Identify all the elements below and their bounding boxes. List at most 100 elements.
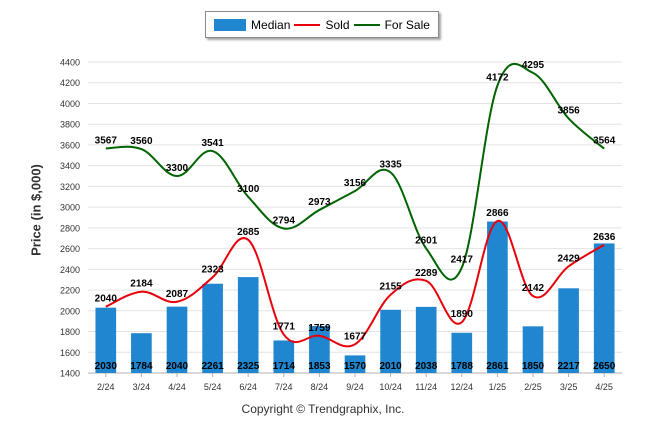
median-bar <box>237 277 259 373</box>
forsale-line <box>105 62 605 281</box>
legend: Median Sold For Sale <box>205 11 439 38</box>
x-tick-label: 10/24 <box>379 382 402 392</box>
sold-data-label: 2184 <box>130 279 153 290</box>
sold-data-label: 2685 <box>237 227 260 238</box>
forsale-data-label: 3335 <box>379 159 402 170</box>
y-tick-label: 4400 <box>60 58 80 68</box>
y-tick-label: 2800 <box>60 223 80 233</box>
median-bar <box>487 221 508 373</box>
forsale-data-label: 3541 <box>201 138 224 149</box>
sold-data-label: 2155 <box>379 282 402 293</box>
sold-data-label: 2323 <box>201 264 224 275</box>
y-tick-label: 3800 <box>60 120 80 130</box>
median-data-label: 1784 <box>130 361 153 372</box>
y-tick-label: 3600 <box>60 140 80 150</box>
median-bar <box>451 332 473 373</box>
x-tick-label: 6/24 <box>239 382 257 392</box>
y-tick-label: 2000 <box>60 306 80 316</box>
median-data-label: 1788 <box>451 361 474 372</box>
forsale-data-label: 3564 <box>593 136 616 147</box>
median-data-label: 1714 <box>273 361 296 372</box>
legend-item-forsale[interactable]: For Sale <box>353 17 430 32</box>
legend-item-median[interactable]: Median <box>214 18 290 32</box>
median-swatch <box>214 18 247 31</box>
y-tick-label: 4000 <box>60 99 80 109</box>
forsale-data-label: 3856 <box>557 105 580 116</box>
legend-sold-label: Sold <box>325 17 350 32</box>
sold-data-label: 1677 <box>344 331 367 342</box>
forsale-swatch <box>353 23 380 26</box>
sold-data-label: 2429 <box>557 253 580 264</box>
median-data-label: 2217 <box>557 361 580 372</box>
median-data-label: 2650 <box>593 361 616 372</box>
x-tick-label: 5/24 <box>204 382 222 392</box>
sold-line <box>105 220 605 348</box>
sold-data-label: 1890 <box>451 309 474 320</box>
legend-median-label: Median <box>251 17 291 32</box>
median-data-label: 2030 <box>95 361 118 372</box>
y-tick-label: 2600 <box>60 244 80 254</box>
y-tick-label: 3200 <box>60 182 80 192</box>
median-data-label: 2040 <box>166 361 189 372</box>
x-tick-label: 7/24 <box>275 382 293 392</box>
x-tick-label: 11/24 <box>415 382 437 392</box>
median-bar <box>202 283 223 373</box>
median-data-label: 2861 <box>486 361 509 372</box>
forsale-data-label: 3100 <box>237 184 260 195</box>
median-bar <box>95 307 117 373</box>
forsale-data-label: 3156 <box>344 178 367 189</box>
median-data-label: 2325 <box>237 361 260 372</box>
sold-data-label: 2866 <box>486 208 509 219</box>
median-bar <box>380 309 401 373</box>
y-tick-label: 1800 <box>60 327 80 337</box>
x-tick-label: 3/25 <box>560 382 578 392</box>
legend-item-sold[interactable]: Sold <box>294 17 350 32</box>
x-tick-label: 1/25 <box>489 382 507 392</box>
median-bar <box>166 306 188 373</box>
sold-data-label: 2087 <box>166 289 189 300</box>
forsale-data-label: 3560 <box>130 136 153 147</box>
forsale-data-label: 4295 <box>522 60 545 71</box>
forsale-data-label: 3567 <box>95 135 118 146</box>
sold-swatch <box>294 23 321 26</box>
y-tick-label: 2400 <box>60 265 80 275</box>
median-bar <box>558 288 579 373</box>
median-bar <box>593 243 615 373</box>
forsale-data-label: 2794 <box>273 215 296 226</box>
y-tick-label: 1600 <box>60 348 80 358</box>
y-tick-label: 1400 <box>60 369 80 379</box>
x-tick-label: 2/25 <box>524 382 542 392</box>
x-tick-label: 12/24 <box>451 382 474 392</box>
median-data-label: 2010 <box>379 361 402 372</box>
sold-data-label: 1771 <box>273 322 296 333</box>
forsale-data-label: 4172 <box>486 73 509 84</box>
sold-data-label: 1759 <box>308 323 331 334</box>
median-data-label: 2261 <box>201 361 224 372</box>
sold-data-label: 2636 <box>593 232 616 243</box>
x-tick-label: 4/25 <box>595 382 613 392</box>
y-tick-label: 2200 <box>60 286 80 296</box>
median-data-label: 2038 <box>415 361 438 372</box>
x-tick-label: 9/24 <box>346 382 364 392</box>
median-bar <box>344 355 366 373</box>
forsale-data-label: 2973 <box>308 197 331 208</box>
copyright-text: Copyright © Trendgraphix, Inc. <box>241 402 405 416</box>
y-tick-label: 3400 <box>60 161 80 171</box>
legend-forsale-label: For Sale <box>384 17 430 32</box>
forsale-data-label: 2601 <box>415 235 438 246</box>
median-bar <box>131 333 152 373</box>
y-tick-label: 4200 <box>60 78 80 88</box>
median-data-label: 1850 <box>522 361 545 372</box>
y-tick-label: 3000 <box>60 203 80 213</box>
median-data-label: 1853 <box>308 361 331 372</box>
median-bar <box>415 306 437 373</box>
sold-data-label: 2289 <box>415 268 438 279</box>
forsale-data-label: 3300 <box>166 163 189 174</box>
x-tick-label: 4/24 <box>168 382 186 392</box>
x-tick-label: 3/24 <box>133 382 151 392</box>
median-bar <box>522 326 544 373</box>
median-bar <box>273 340 295 373</box>
forsale-data-label: 2417 <box>451 255 474 266</box>
x-tick-label: 8/24 <box>311 382 329 392</box>
